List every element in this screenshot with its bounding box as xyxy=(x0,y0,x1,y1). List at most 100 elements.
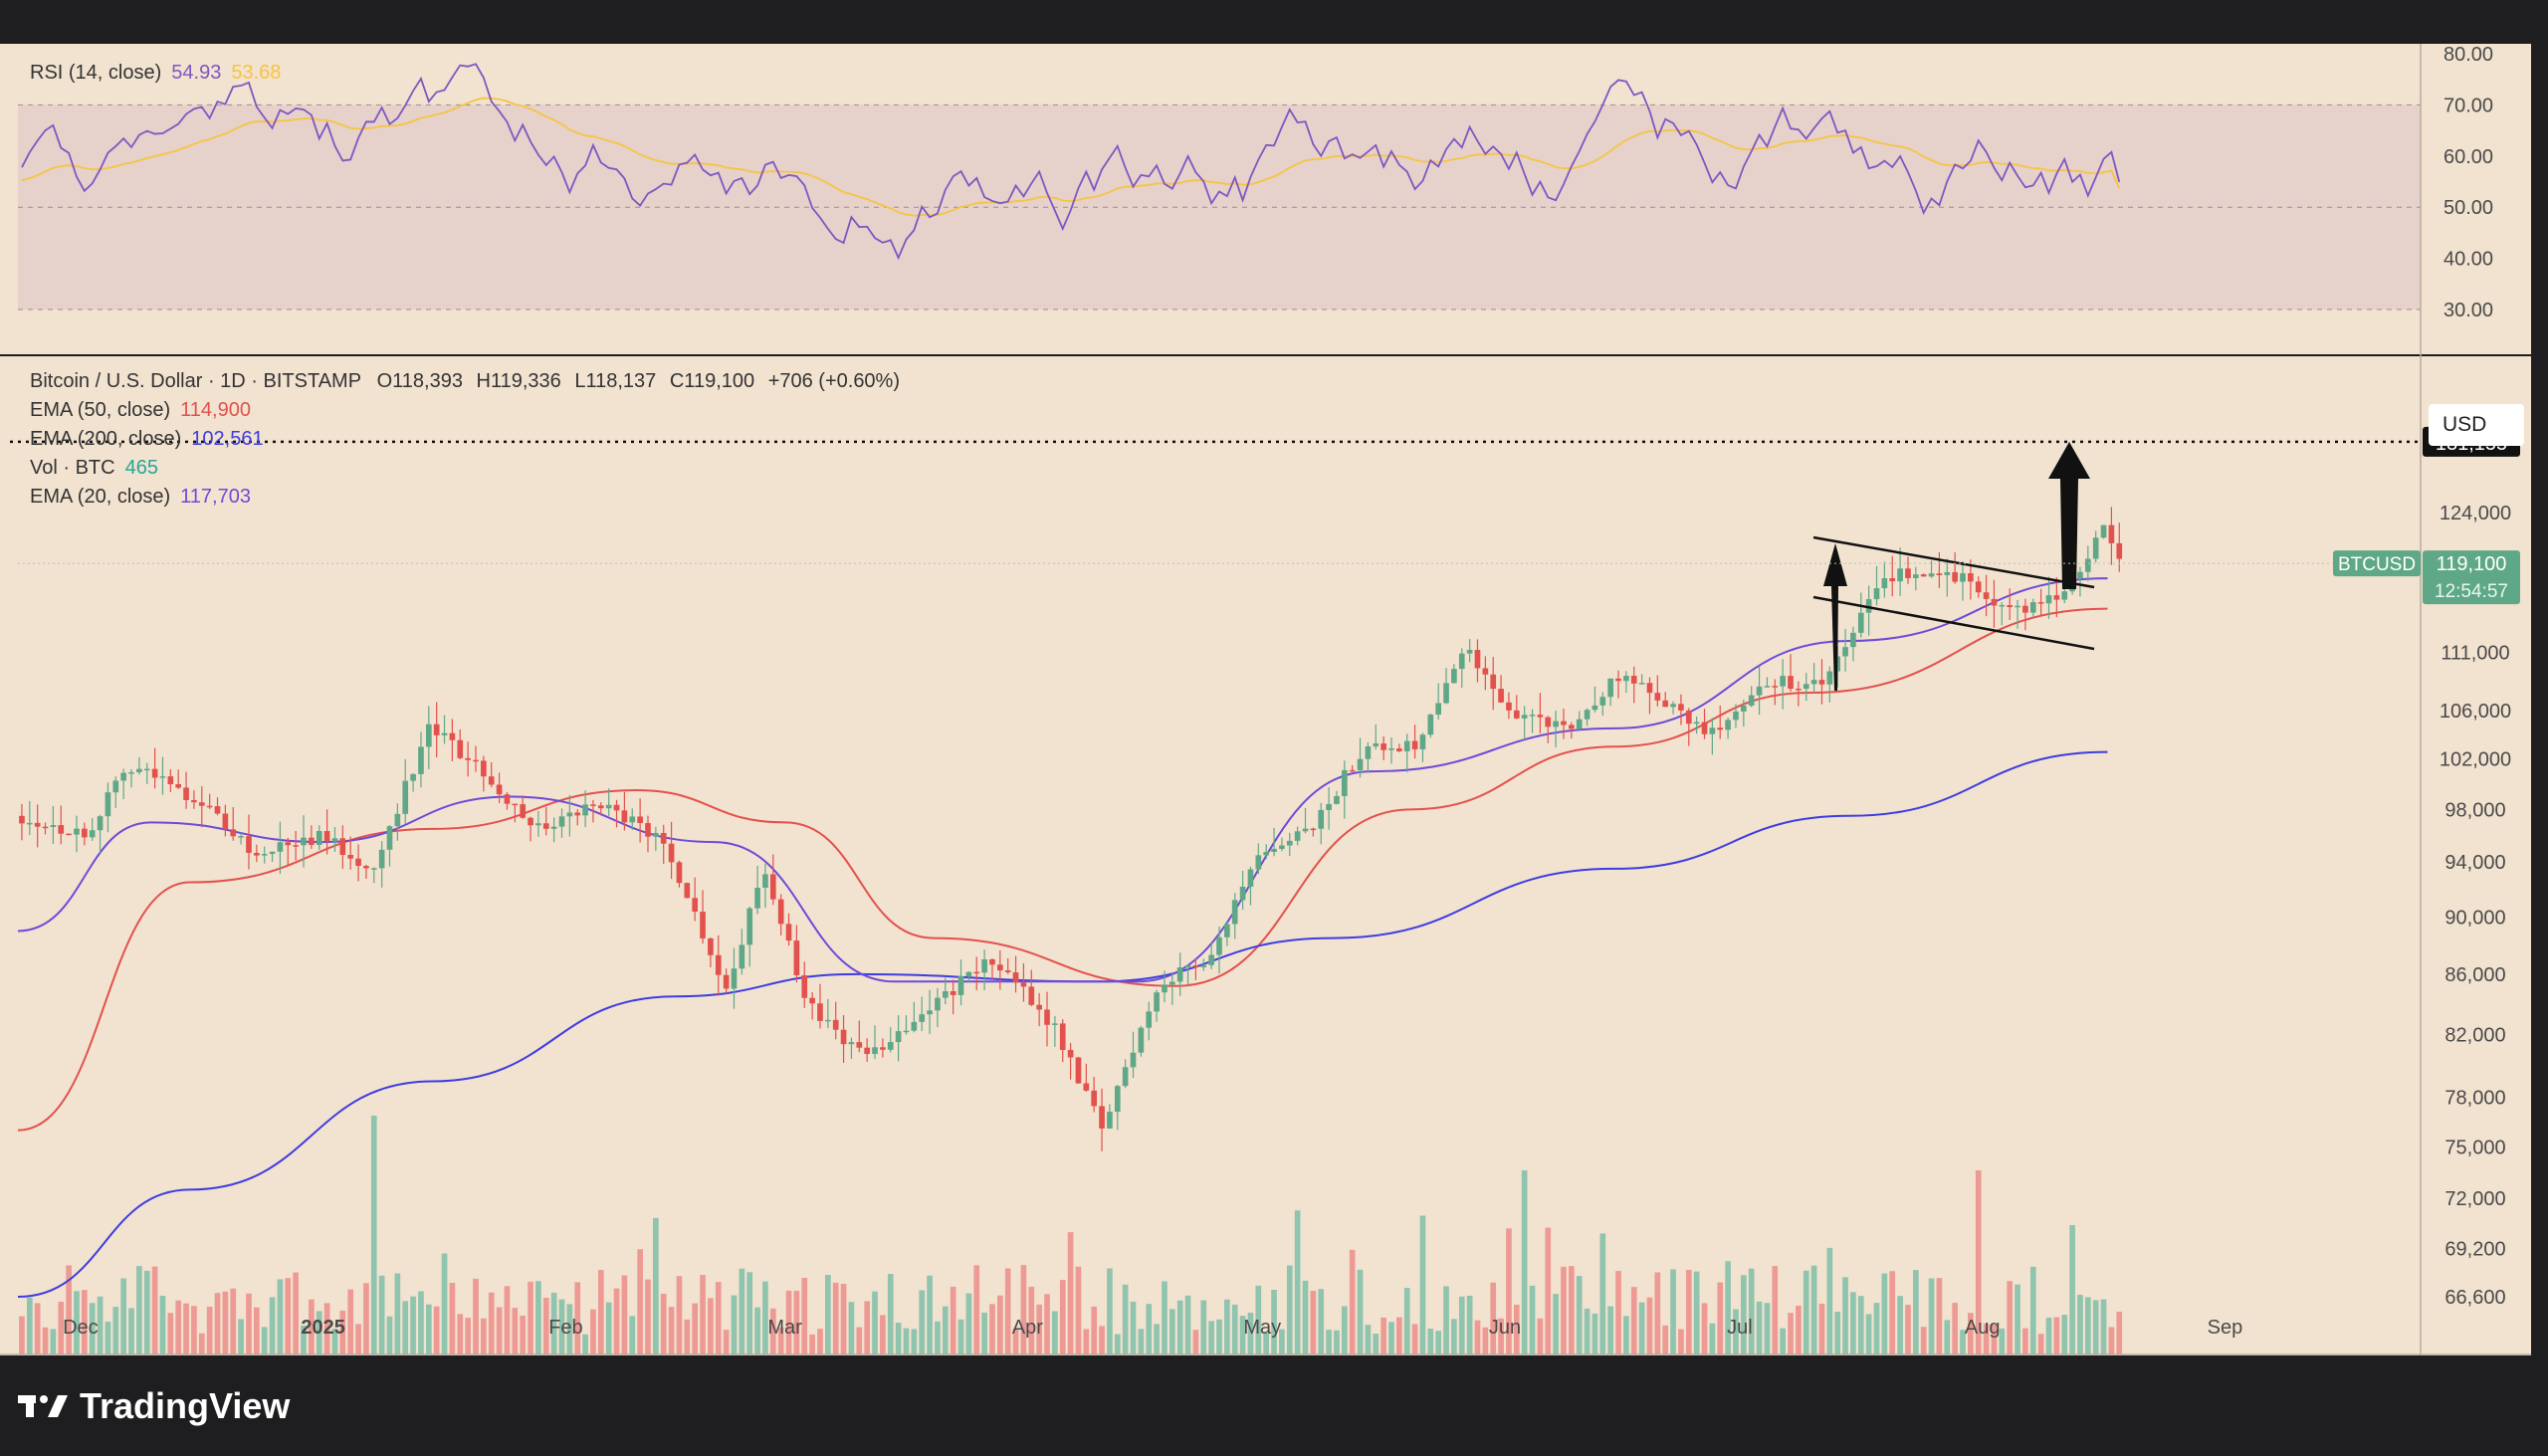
volume-bar xyxy=(950,1286,956,1354)
volume-bar xyxy=(1130,1301,1137,1354)
volume-bar xyxy=(1733,1309,1739,1354)
candle-body xyxy=(864,1047,870,1054)
price-tick-label: 86,000 xyxy=(2444,964,2505,986)
volume-bar xyxy=(1968,1313,1974,1354)
candle-body xyxy=(1310,828,1317,831)
volume-bar xyxy=(801,1277,808,1354)
candle-body xyxy=(1685,710,1692,725)
candle-body xyxy=(175,784,182,788)
candle-body xyxy=(1357,758,1364,770)
volume-bar xyxy=(183,1303,189,1354)
candle-body xyxy=(1146,1011,1153,1028)
volume-bar xyxy=(1999,1328,2006,1354)
volume-bar xyxy=(1176,1300,1183,1354)
candle-body xyxy=(1733,711,1739,721)
volume-bar xyxy=(825,1275,831,1354)
candle-body xyxy=(1920,574,1927,577)
candle-body xyxy=(1850,632,1856,648)
volume-bar xyxy=(410,1296,416,1354)
breakout-arrow xyxy=(2048,442,2090,589)
candle-body xyxy=(159,776,166,778)
candle-body xyxy=(935,997,941,1011)
volume-bar xyxy=(1200,1300,1207,1354)
candle-body xyxy=(637,816,643,824)
currency-button[interactable]: USD xyxy=(2429,404,2524,446)
chart-canvas[interactable]: 124,000 111,000 106,000 102,000 98,000 94,000… xyxy=(0,44,2531,1355)
candle-body xyxy=(206,805,213,808)
volume-bar xyxy=(1897,1296,1903,1354)
candle-body xyxy=(1435,703,1442,715)
candle-body xyxy=(597,805,604,809)
volume-bar xyxy=(1474,1320,1481,1354)
candle-body xyxy=(1553,721,1559,728)
candle-body xyxy=(1208,954,1214,965)
ema20-label: EMA (20, close) xyxy=(30,486,171,508)
volume-bar xyxy=(1122,1284,1129,1354)
candle-body xyxy=(2045,595,2052,604)
volume-bar xyxy=(692,1303,698,1354)
candle-body xyxy=(1584,710,1591,720)
rsi-ma-line xyxy=(21,97,2121,217)
volume-bar xyxy=(715,1282,722,1354)
volume-bar xyxy=(1091,1306,1098,1354)
volume-bar xyxy=(481,1318,487,1354)
candle-body xyxy=(1936,573,1943,575)
candle-body xyxy=(425,724,432,747)
volume-bar xyxy=(1764,1303,1771,1354)
candle-body xyxy=(817,1003,823,1021)
volume-bar xyxy=(1662,1325,1669,1354)
rsi-tick-label: 80.00 xyxy=(2443,44,2493,66)
volume-bar xyxy=(1380,1317,1386,1354)
volume-bar xyxy=(1717,1282,1724,1354)
candle-body xyxy=(1411,740,1418,749)
volume-bar xyxy=(723,1330,730,1354)
candle-body xyxy=(1897,568,1903,582)
candle-body xyxy=(1114,1086,1121,1113)
volume-bar xyxy=(2092,1300,2099,1354)
candle-body xyxy=(1192,965,1199,967)
rsi-legend: RSI (14, close) 54.93 53.68 xyxy=(30,62,291,85)
candle-body xyxy=(793,940,800,975)
volume-bar xyxy=(50,1329,57,1354)
volume-bar xyxy=(1857,1296,1864,1354)
volume-bar xyxy=(1067,1232,1074,1354)
volume-bar xyxy=(1529,1285,1536,1354)
candle-body xyxy=(1224,924,1230,937)
volume-bar xyxy=(1458,1296,1465,1354)
candle-body xyxy=(1200,964,1207,967)
candle-body xyxy=(1334,795,1340,804)
volume-bar xyxy=(339,1310,346,1354)
candle-body xyxy=(136,768,142,773)
price-tick-label: 111,000 xyxy=(2441,642,2509,664)
candle-body xyxy=(989,958,995,965)
volume-bar xyxy=(285,1278,292,1354)
candle-body xyxy=(246,836,252,853)
candle-body xyxy=(1403,740,1410,751)
candle-body xyxy=(1748,695,1755,706)
volume-bar xyxy=(1373,1334,1380,1354)
volume-bar xyxy=(1889,1271,1896,1354)
tradingview-logo[interactable]: TradingView xyxy=(18,1381,290,1431)
candle-body xyxy=(82,828,88,838)
volume-bar xyxy=(1960,1330,1966,1354)
candle-body xyxy=(801,974,808,998)
volume-bars xyxy=(19,1116,2123,1354)
candle-body xyxy=(582,804,588,816)
volume-bar xyxy=(1646,1297,1653,1354)
volume-bar xyxy=(965,1293,972,1354)
candle-body xyxy=(457,739,464,758)
volume-bar xyxy=(206,1306,213,1354)
volume-bar xyxy=(386,1316,393,1354)
candle-body xyxy=(832,1019,839,1030)
volume-bar xyxy=(550,1292,557,1354)
candle-body xyxy=(74,828,80,835)
volume-bar xyxy=(1231,1304,1238,1354)
volume-bar xyxy=(331,1329,338,1354)
candle-body xyxy=(1678,704,1684,711)
ohlc-open: O118,393 xyxy=(376,370,463,392)
volume-bar xyxy=(465,1318,471,1354)
volume-bar xyxy=(1208,1321,1214,1354)
volume-bar xyxy=(1952,1303,1958,1354)
volume-bar xyxy=(1975,1170,1982,1354)
price-tick-label: 72,000 xyxy=(2444,1188,2505,1210)
